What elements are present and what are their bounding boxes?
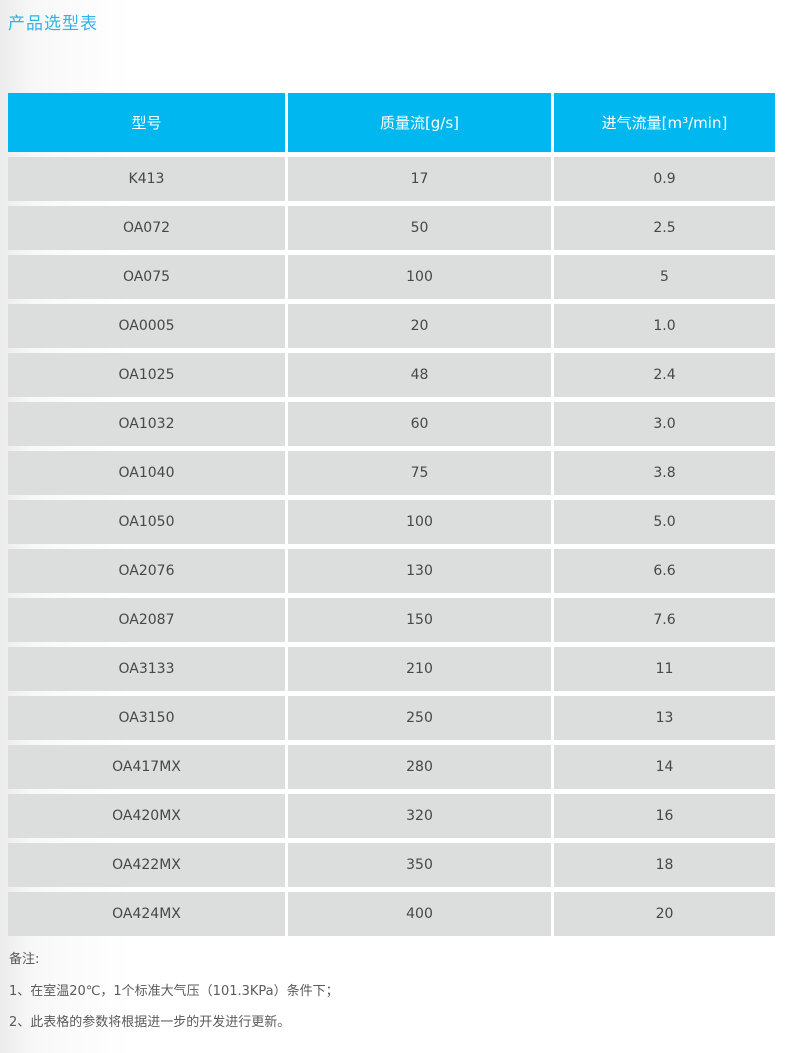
table-row: OA072 50 2.5 xyxy=(8,206,775,250)
intake-flow-cell: 18 xyxy=(554,843,775,887)
note-item-1: 1、在室温20℃，1个标准大气压（101.3KPa）条件下； xyxy=(9,983,339,999)
mass-flow-cell: 150 xyxy=(288,598,551,642)
intake-flow-cell: 3.8 xyxy=(554,451,775,495)
intake-flow-cell: 3.0 xyxy=(554,402,775,446)
mass-flow-cell: 100 xyxy=(288,500,551,544)
model-cell: OA3150 xyxy=(8,696,285,740)
notes-section: 备注: 1、在室温20℃，1个标准大气压（101.3KPa）条件下； 2、此表格… xyxy=(9,944,339,1039)
model-cell: OA1050 xyxy=(8,500,285,544)
model-cell: OA2087 xyxy=(8,598,285,642)
intake-flow-cell: 5.0 xyxy=(554,500,775,544)
model-cell: K413 xyxy=(8,157,285,201)
intake-flow-cell: 1.0 xyxy=(554,304,775,348)
mass-flow-cell: 75 xyxy=(288,451,551,495)
note-item-2: 2、此表格的参数将根据进一步的开发进行更新。 xyxy=(9,1015,291,1030)
model-cell: OA1025 xyxy=(8,353,285,397)
mass-flow-cell: 400 xyxy=(288,892,551,936)
table-row: OA3150 250 13 xyxy=(8,696,775,740)
column-header-model: 型号 xyxy=(8,93,285,152)
table-row: OA2087 150 7.6 xyxy=(8,598,775,642)
intake-flow-cell: 0.9 xyxy=(554,157,775,201)
model-cell: OA1032 xyxy=(8,402,285,446)
notes-label: 备注: xyxy=(9,952,40,967)
table-row: OA1025 48 2.4 xyxy=(8,353,775,397)
table-row: OA1040 75 3.8 xyxy=(8,451,775,495)
mass-flow-cell: 20 xyxy=(288,304,551,348)
table-row: OA422MX 350 18 xyxy=(8,843,775,887)
model-cell: OA075 xyxy=(8,255,285,299)
model-cell: OA0005 xyxy=(8,304,285,348)
intake-flow-cell: 2.4 xyxy=(554,353,775,397)
mass-flow-cell: 250 xyxy=(288,696,551,740)
intake-flow-cell: 20 xyxy=(554,892,775,936)
mass-flow-cell: 210 xyxy=(288,647,551,691)
table-row: OA417MX 280 14 xyxy=(8,745,775,789)
column-header-mass-flow: 质量流[g/s] xyxy=(288,93,551,152)
model-cell: OA3133 xyxy=(8,647,285,691)
table-row: OA075 100 5 xyxy=(8,255,775,299)
intake-flow-cell: 5 xyxy=(554,255,775,299)
intake-flow-cell: 13 xyxy=(554,696,775,740)
column-header-intake-flow: 进气流量[m³/min] xyxy=(554,93,775,152)
mass-flow-cell: 50 xyxy=(288,206,551,250)
intake-flow-cell: 11 xyxy=(554,647,775,691)
model-cell: OA417MX xyxy=(8,745,285,789)
model-cell: OA420MX xyxy=(8,794,285,838)
intake-flow-cell: 6.6 xyxy=(554,549,775,593)
product-selection-table: 型号 质量流[g/s] 进气流量[m³/min] K413 17 0.9 OA072 5… xyxy=(5,88,778,941)
table-row: K413 17 0.9 xyxy=(8,157,775,201)
mass-flow-cell: 130 xyxy=(288,549,551,593)
table-row: OA424MX 400 20 xyxy=(8,892,775,936)
table-row: OA0005 20 1.0 xyxy=(8,304,775,348)
model-cell: OA424MX xyxy=(8,892,285,936)
table-row: OA1032 60 3.0 xyxy=(8,402,775,446)
table-row: OA3133 210 11 xyxy=(8,647,775,691)
mass-flow-cell: 17 xyxy=(288,157,551,201)
intake-flow-cell: 16 xyxy=(554,794,775,838)
model-cell: OA072 xyxy=(8,206,285,250)
mass-flow-cell: 320 xyxy=(288,794,551,838)
mass-flow-cell: 48 xyxy=(288,353,551,397)
model-cell: OA422MX xyxy=(8,843,285,887)
table-header-row: 型号 质量流[g/s] 进气流量[m³/min] xyxy=(8,93,775,152)
model-cell: OA2076 xyxy=(8,549,285,593)
mass-flow-cell: 350 xyxy=(288,843,551,887)
table-row: OA420MX 320 16 xyxy=(8,794,775,838)
mass-flow-cell: 280 xyxy=(288,745,551,789)
intake-flow-cell: 7.6 xyxy=(554,598,775,642)
intake-flow-cell: 14 xyxy=(554,745,775,789)
mass-flow-cell: 100 xyxy=(288,255,551,299)
mass-flow-cell: 60 xyxy=(288,402,551,446)
intake-flow-cell: 2.5 xyxy=(554,206,775,250)
model-cell: OA1040 xyxy=(8,451,285,495)
table-row: OA1050 100 5.0 xyxy=(8,500,775,544)
table-row: OA2076 130 6.6 xyxy=(8,549,775,593)
page-title: 产品选型表 xyxy=(8,14,98,34)
